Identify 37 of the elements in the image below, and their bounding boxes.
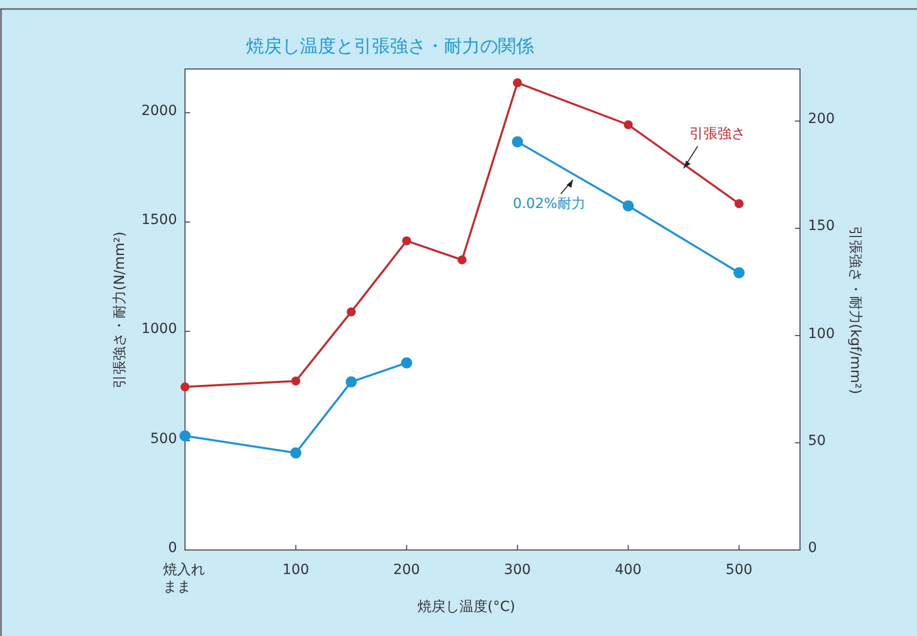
y-tick-label: 1500: [141, 212, 177, 228]
y2-tick-label: 100: [808, 326, 835, 342]
y-tick-label: 2000: [141, 102, 177, 119]
point: [401, 357, 412, 368]
chart-title: 焼戻し温度と引張強さ・耐力の関係: [246, 35, 534, 58]
x-tick-label: 500: [724, 562, 754, 579]
y2-tick-label: 150: [808, 218, 835, 234]
y2-tick-label: 50: [808, 432, 826, 449]
y-tick-label: 0: [168, 540, 177, 556]
point: [512, 136, 523, 148]
point: [734, 267, 745, 278]
y2-tick-label: 0: [808, 540, 817, 556]
y-tick-label: 1000: [141, 321, 177, 338]
point: [402, 236, 412, 246]
point: [458, 255, 467, 264]
x-tick-label: 100: [281, 562, 310, 579]
y-axis-title: 引張強さ・耐力(N/mm²): [111, 230, 129, 388]
point: [624, 120, 633, 130]
point: [180, 382, 190, 392]
point: [290, 447, 302, 458]
series-label: 引張強さ: [690, 125, 746, 144]
point: [180, 430, 190, 442]
x-tick-label: 200: [392, 562, 421, 579]
point: [512, 78, 522, 88]
x-axis-title: 焼戻し温度(°C): [418, 598, 516, 616]
x-tick-label: 焼入れまま: [163, 562, 206, 596]
x-tick-label: 300: [503, 562, 532, 579]
x-tick-label: 400: [614, 562, 643, 579]
y-tick-label: 500: [150, 430, 177, 447]
series-label: 0.02%耐力: [512, 194, 586, 213]
point: [346, 376, 357, 388]
y2-tick-label: 200: [808, 111, 835, 128]
point: [734, 199, 744, 208]
point: [622, 200, 634, 212]
y2-axis-title: 引張強さ・耐力(kgf/mm²): [846, 225, 864, 394]
point: [291, 376, 300, 386]
point: [346, 307, 356, 316]
